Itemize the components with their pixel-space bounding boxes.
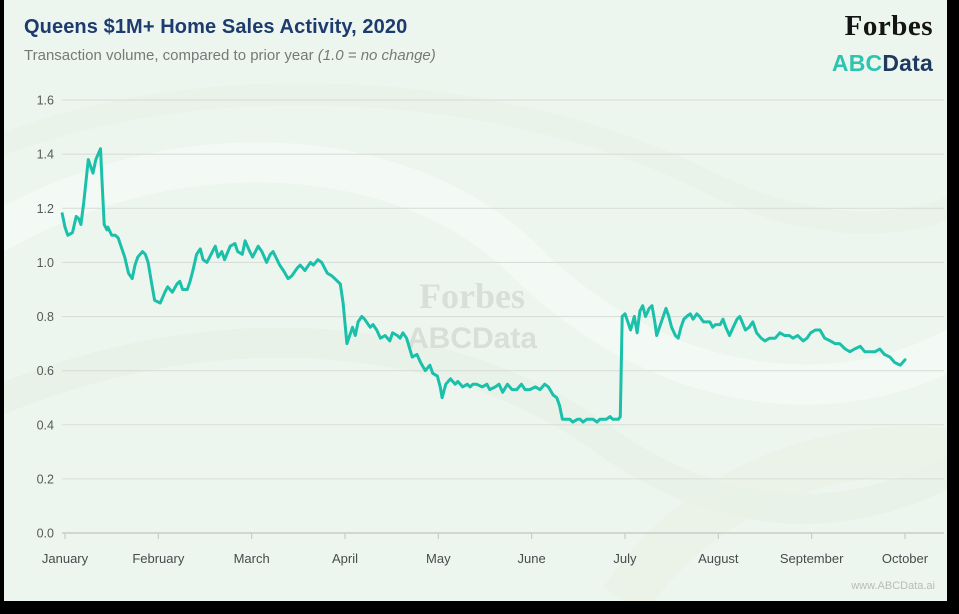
- subtitle-italic: (1.0 = no change): [317, 47, 436, 64]
- y-axis-tick-label: 0.4: [37, 418, 54, 432]
- x-axis-month-label: October: [882, 551, 929, 566]
- x-axis-month-label: August: [698, 551, 739, 566]
- y-axis-tick-label: 0.6: [37, 364, 54, 378]
- x-axis-month-label: March: [234, 551, 270, 566]
- abcdata-logo: ABCData: [773, 50, 933, 77]
- footer-source-url: www.ABCData.ai: [851, 580, 935, 592]
- line-chart: 0.0 0.2 0.4 0.6 0.8 1.0 1.2 1.4 1.6 January Februa…: [37, 94, 944, 566]
- x-axis-month-label: September: [780, 551, 844, 566]
- forbes-logo: Forbes: [844, 10, 933, 42]
- watermark-forbes: Forbes: [419, 276, 525, 316]
- chart-card: Queens $1M+ Home Sales Activity, 2020 Tr…: [4, 0, 947, 601]
- y-axis-tick-label: 1.6: [37, 94, 54, 108]
- page-title: Queens $1M+ Home Sales Activity, 2020: [24, 16, 408, 38]
- x-axis-month-label: January: [42, 551, 89, 566]
- x-axis-month-label: July: [613, 551, 637, 566]
- abcdata-logo-data: Data: [882, 50, 933, 76]
- x-axis-month-label: June: [518, 551, 546, 566]
- y-axis-tick-label: 1.2: [37, 202, 54, 216]
- y-axis-tick-label: 1.0: [37, 256, 54, 270]
- x-axis-month-label: April: [332, 551, 358, 566]
- y-axis-tick-label: 0.8: [37, 310, 54, 324]
- abcdata-logo-abc: ABC: [831, 50, 883, 76]
- y-axis-tick-label: 0.0: [37, 527, 54, 541]
- watermark-abcdata: ABCData: [407, 322, 537, 355]
- y-axis-tick-label: 0.2: [37, 472, 54, 486]
- y-axis-tick-label: 1.4: [37, 148, 54, 162]
- transaction-volume-line: [60, 147, 907, 424]
- x-axis-month-label: February: [132, 551, 185, 566]
- x-axis-month-label: May: [426, 551, 451, 566]
- page-subtitle: Transaction volume, compared to prior ye…: [24, 47, 436, 64]
- subtitle-plain: Transaction volume, compared to prior ye…: [24, 47, 318, 64]
